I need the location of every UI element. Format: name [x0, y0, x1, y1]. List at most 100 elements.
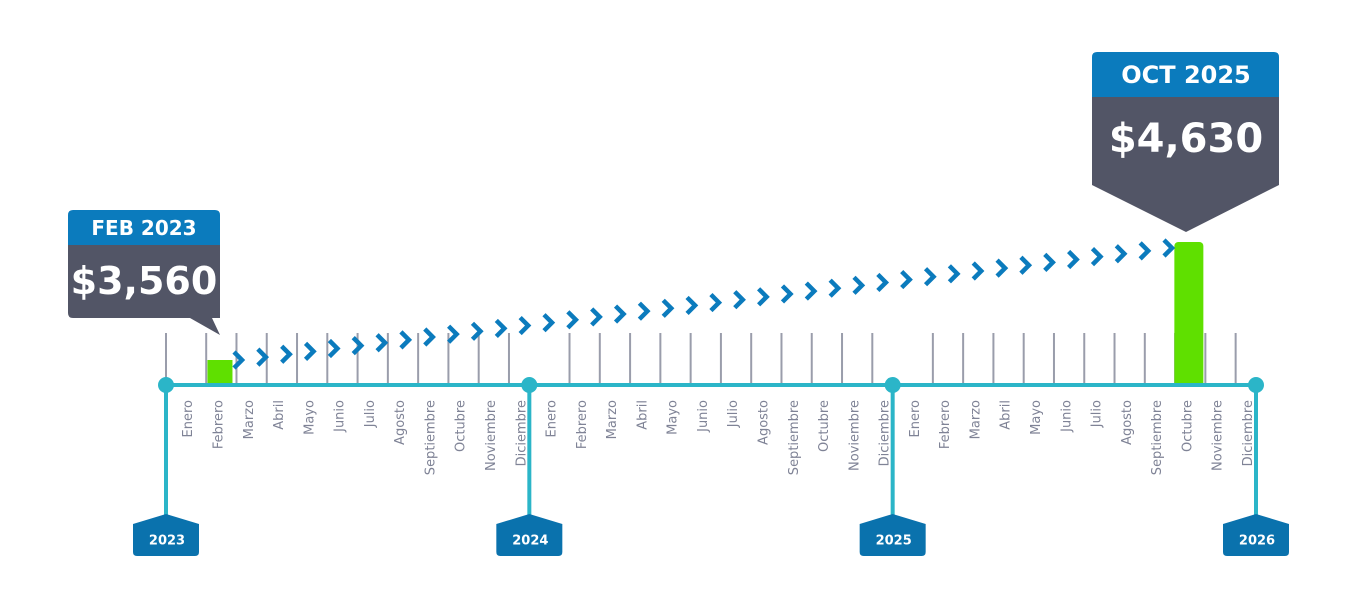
highlight-bar — [207, 360, 233, 387]
chevron — [1043, 252, 1056, 272]
callout-amount: $3,560 — [71, 259, 218, 303]
chevron — [709, 292, 723, 313]
year-label: 2025 — [876, 534, 912, 549]
chevron — [852, 275, 866, 295]
callout-header — [68, 210, 220, 245]
chevron — [685, 295, 699, 316]
month-label: Abril — [272, 400, 287, 430]
month-label: Febrero — [938, 400, 953, 449]
chevron — [375, 333, 389, 353]
chevron — [804, 281, 818, 301]
chevron — [303, 341, 317, 361]
callout: FEB 2023 $3,560 — [68, 210, 220, 335]
chevron — [923, 267, 937, 287]
month-label: Junio — [1059, 400, 1074, 433]
year-node — [521, 377, 538, 393]
month-label: Septiembre — [1150, 400, 1165, 475]
month-label: Julio — [1090, 400, 1105, 428]
month-lines — [165, 333, 1237, 385]
highlight-bar — [1174, 242, 1204, 387]
year-badge — [496, 514, 563, 556]
chevron — [1090, 247, 1104, 267]
month-label: Noviembre — [1211, 400, 1226, 471]
year-label: 2024 — [512, 534, 548, 549]
chevron — [232, 350, 246, 370]
chevron — [542, 313, 556, 333]
callout-date: OCT 2025 — [1121, 61, 1251, 89]
chevron — [327, 338, 341, 359]
chevron — [351, 336, 365, 356]
chevron — [399, 330, 413, 350]
month-label: Abril — [999, 400, 1014, 430]
chevron — [470, 321, 484, 341]
month-label: Marzo — [968, 400, 983, 439]
month-label: Agosto — [393, 400, 408, 445]
chevron — [1067, 249, 1080, 270]
year-node — [884, 377, 901, 393]
chevron — [1138, 241, 1152, 261]
month-label: Octubre — [1180, 400, 1195, 452]
month-label: Julio — [726, 400, 741, 428]
year-label: 2023 — [149, 534, 185, 549]
month-label: Noviembre — [484, 400, 499, 471]
callout-date: FEB 2023 — [91, 216, 196, 240]
callout-body — [1092, 97, 1279, 232]
chevron — [876, 272, 890, 293]
chevron — [995, 258, 1009, 278]
chevron — [971, 261, 985, 281]
chevron — [661, 298, 675, 318]
month-label: Marzo — [242, 400, 257, 439]
chevron — [256, 347, 270, 367]
chevron — [637, 301, 651, 321]
chevron — [447, 324, 460, 344]
year-node — [158, 377, 174, 393]
month-label: Julio — [363, 400, 378, 428]
chevron — [780, 284, 794, 304]
chevron — [566, 310, 580, 330]
month-label: Septiembre — [787, 400, 802, 475]
month-label: Diciembre — [514, 400, 529, 466]
month-label: Noviembre — [847, 400, 862, 471]
chevron — [518, 315, 532, 336]
year-node — [1248, 377, 1264, 393]
month-label: Enero — [908, 400, 923, 438]
callout: OCT 2025 $4,630 — [1092, 52, 1279, 232]
chevron — [947, 264, 961, 284]
chevron — [280, 344, 293, 364]
callout-amount: $4,630 — [1109, 116, 1263, 162]
chevron — [757, 287, 770, 307]
month-label: Febrero — [211, 400, 226, 449]
month-label: Marzo — [605, 400, 620, 439]
callout-body — [68, 245, 220, 335]
chevron — [733, 290, 746, 310]
chevron — [423, 327, 436, 347]
month-label: Agosto — [1120, 400, 1135, 445]
month-label: Agosto — [756, 400, 771, 445]
month-label: Junio — [333, 400, 348, 433]
chevron — [494, 318, 508, 339]
month-label: Mayo — [1029, 400, 1044, 435]
marks: 2023 2024 2025 2026 — [133, 238, 1289, 556]
year-badge — [859, 514, 926, 556]
callout-header — [1092, 52, 1279, 97]
year-label: 2026 — [1239, 534, 1275, 549]
month-label: Septiembre — [423, 400, 438, 475]
year-badge — [1223, 514, 1289, 556]
chevron — [1019, 255, 1033, 275]
chevron — [1114, 244, 1128, 264]
chevron — [1162, 238, 1176, 258]
month-label: Junio — [696, 400, 711, 433]
month-label: Octubre — [454, 400, 469, 452]
chevron — [613, 304, 627, 324]
month-label: Mayo — [302, 400, 317, 435]
chevron — [590, 307, 603, 327]
month-label: Mayo — [666, 400, 681, 435]
month-label: Diciembre — [878, 400, 893, 466]
month-label: Abril — [635, 400, 650, 430]
month-label: Enero — [181, 400, 196, 438]
year-badge — [133, 514, 199, 556]
month-label: Diciembre — [1241, 400, 1256, 466]
month-label: Febrero — [575, 400, 590, 449]
chevron — [900, 269, 913, 290]
